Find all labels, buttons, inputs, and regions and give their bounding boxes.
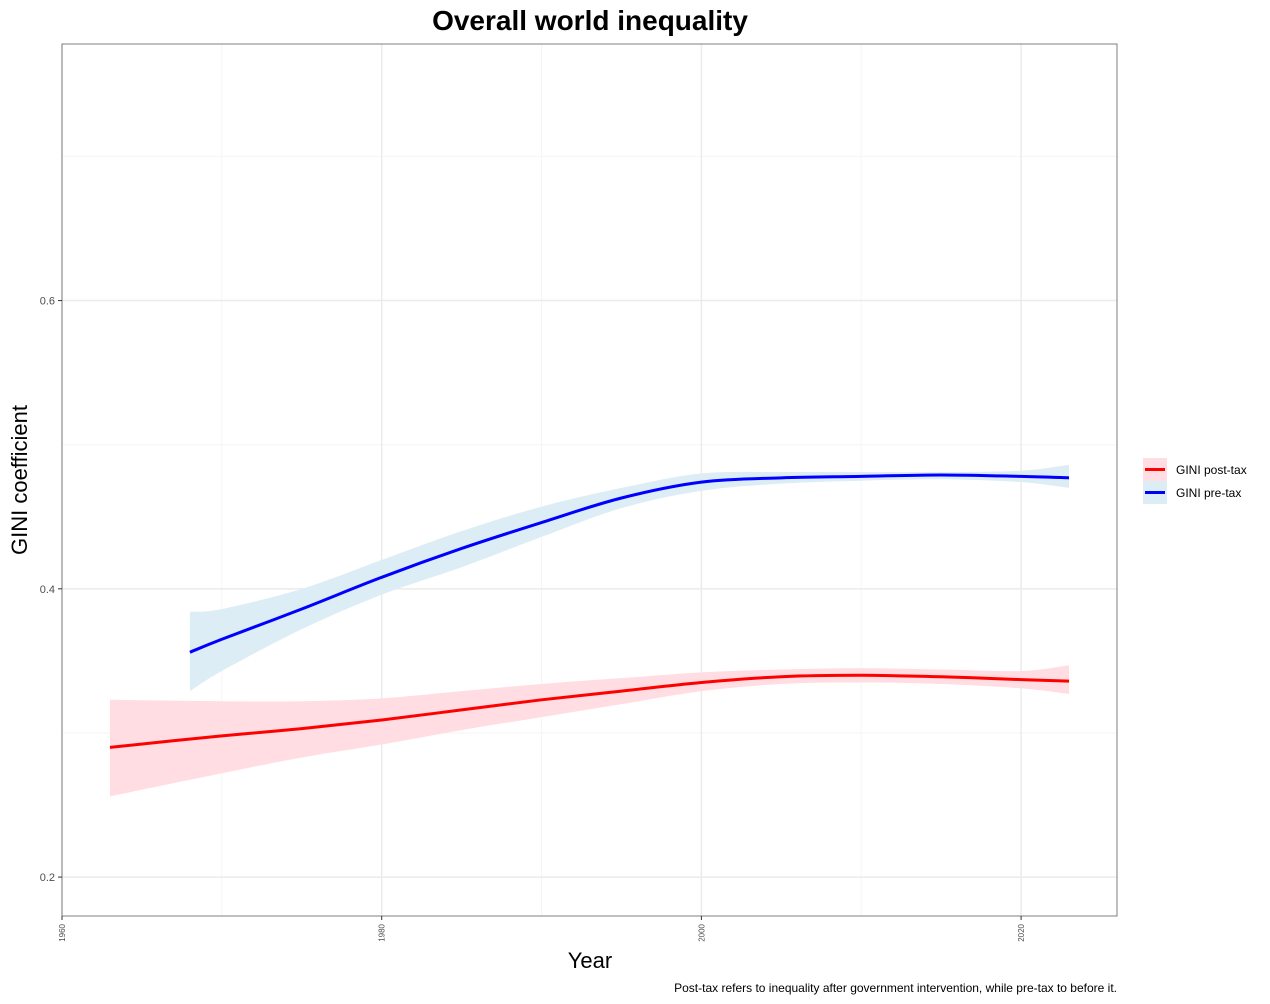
legend-label: GINI pre-tax (1176, 486, 1241, 500)
y-tick-label: 0.6 (40, 296, 55, 308)
x-axis: 1960 1980 2000 2020 (58, 916, 1026, 942)
line-pre-tax (189, 473, 1070, 654)
legend-label: GINI post-tax (1176, 463, 1247, 477)
caption: Post-tax refers to inequality after gove… (674, 981, 1117, 995)
grid (61, 44, 1117, 916)
x-axis-label: Year (568, 948, 612, 973)
x-tick-label: 1960 (58, 923, 67, 941)
line-post-tax (109, 673, 1070, 749)
y-axis-label: GINI coefficient (7, 405, 32, 555)
chart-title: Overall world inequality (432, 5, 748, 36)
series-lines (109, 473, 1070, 749)
legend: GINI post-tax GINI pre-tax (1143, 458, 1247, 504)
confidence-band-pre-tax (189, 464, 1070, 692)
y-axis: 0.2 0.4 0.6 (40, 296, 62, 884)
y-tick-label: 0.2 (40, 872, 55, 884)
y-tick-label: 0.4 (40, 584, 55, 596)
confidence-band-post-tax (109, 665, 1070, 797)
x-tick-label: 2000 (697, 923, 706, 941)
x-tick-label: 1980 (378, 923, 387, 941)
plot-border (61, 43, 1118, 917)
x-tick-label: 2020 (1017, 923, 1026, 941)
confidence-bands (109, 464, 1070, 797)
